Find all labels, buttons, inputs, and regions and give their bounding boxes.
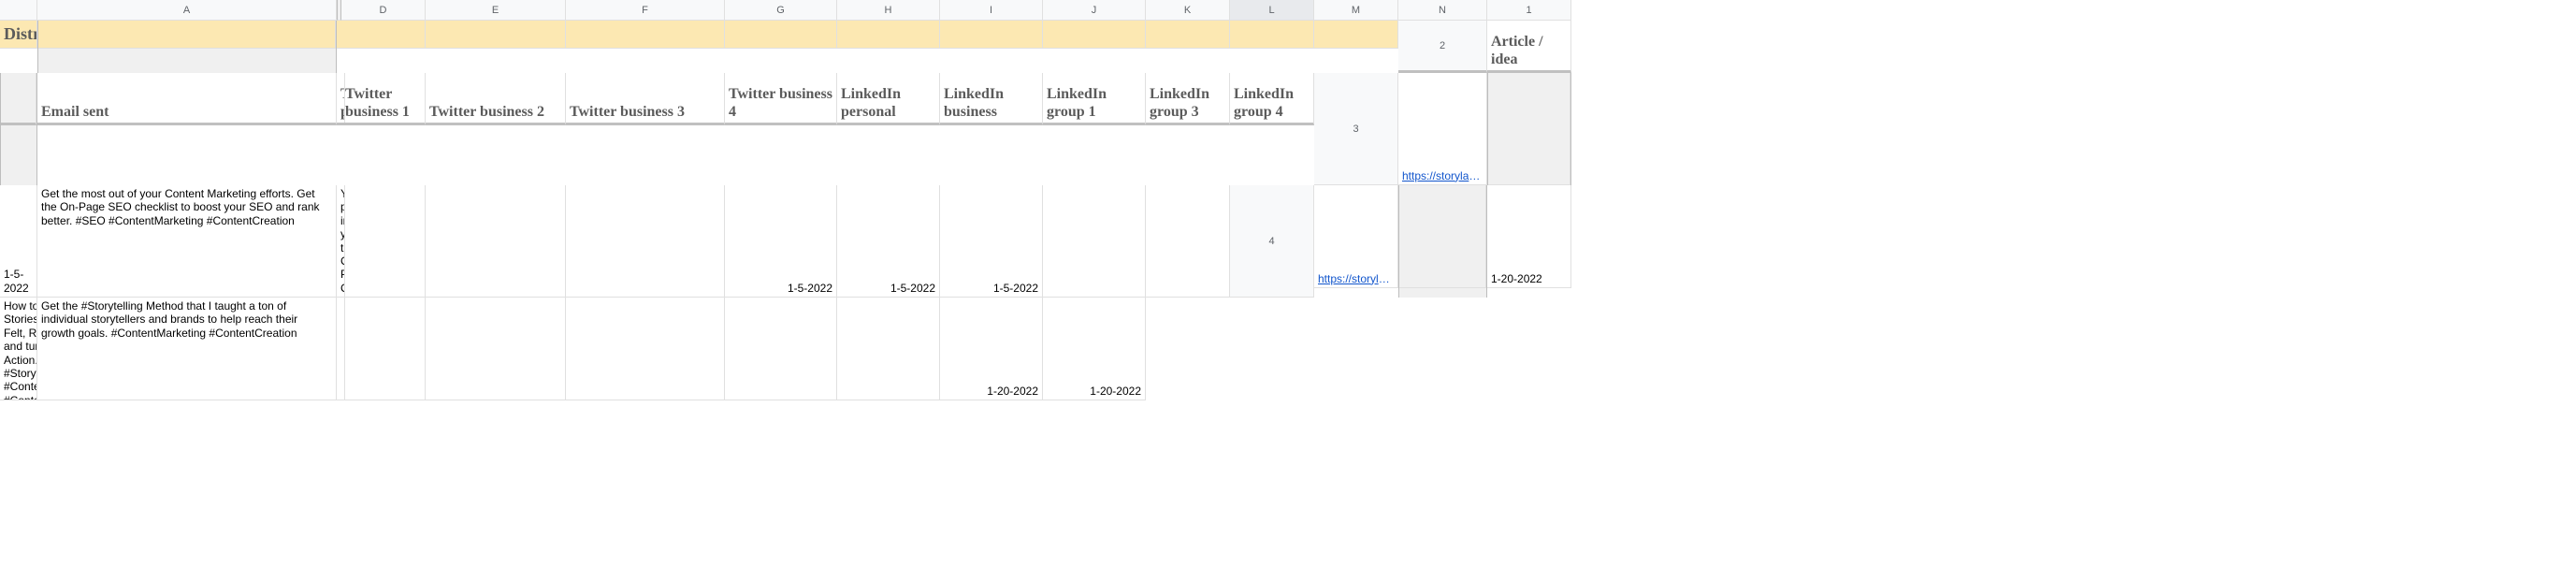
cell-F1[interactable] xyxy=(426,21,566,49)
col-header-M[interactable]: M xyxy=(1314,0,1398,21)
header-email-sent[interactable]: Email sent xyxy=(37,73,337,125)
cell-I1[interactable] xyxy=(837,21,940,49)
header-linkedin-g1[interactable]: LinkedIn group 1 xyxy=(1043,73,1146,125)
header-linkedin-g3[interactable]: LinkedIn group 3 xyxy=(1146,73,1230,125)
cell-K3[interactable]: 1-5-2022 xyxy=(837,185,940,298)
cell-D3[interactable]: 1-5-2022 xyxy=(0,185,37,298)
cell-F4[interactable]: Get the #Storytelling Method that I taug… xyxy=(37,298,337,400)
header-twitter-biz4[interactable]: Twitter business 4 xyxy=(725,73,837,125)
cell-D4[interactable]: 1-20-2022 xyxy=(1487,185,1571,288)
col-header-A[interactable]: A xyxy=(37,0,337,21)
row-header-2[interactable]: 2 xyxy=(1398,21,1487,73)
cell-N1[interactable] xyxy=(1314,21,1398,49)
col-header-E[interactable]: E xyxy=(426,0,566,21)
cell-M1[interactable] xyxy=(1230,21,1314,49)
cell-L3[interactable]: 1-5-2022 xyxy=(940,185,1043,298)
cell-I3[interactable] xyxy=(566,185,725,298)
cell-A3[interactable]: https://storylab.ai/on-page-seo-checklis… xyxy=(1398,73,1487,185)
cell-K1[interactable] xyxy=(1043,21,1146,49)
row-header-1[interactable]: 1 xyxy=(1487,0,1571,21)
header-twitter-biz3[interactable]: Twitter business 3 xyxy=(566,73,725,125)
header-article[interactable]: Article / idea xyxy=(1487,21,1571,73)
article-link[interactable]: https://storylab.ai/on-page-seo-checklis… xyxy=(1402,169,1483,182)
cell-gap-4 xyxy=(1399,185,1486,288)
cell-gap-3 xyxy=(1488,73,1570,185)
cell-I4[interactable] xyxy=(426,298,566,400)
cell-M3[interactable] xyxy=(1043,185,1146,298)
cell-J4[interactable] xyxy=(566,298,725,400)
col-header-D[interactable]: D xyxy=(341,0,426,21)
select-all-corner[interactable] xyxy=(0,0,37,21)
col-header-F[interactable]: F xyxy=(566,0,725,21)
row-header-3[interactable]: 3 xyxy=(1314,73,1398,185)
col-header-J[interactable]: J xyxy=(1043,0,1146,21)
title-cell[interactable]: Content Distribution Framework xyxy=(0,21,37,49)
cell-L4[interactable] xyxy=(837,298,940,400)
header-twitter-biz2[interactable]: Twitter business 2 xyxy=(426,73,566,125)
cell-G3[interactable] xyxy=(341,185,426,298)
cell-M4[interactable]: 1-20-2022 xyxy=(940,298,1043,400)
article-link[interactable]: https://storylab.ai/how-to-write-good-st… xyxy=(1318,272,1394,285)
cell-G1[interactable] xyxy=(566,21,725,49)
cell-N3[interactable] xyxy=(1146,185,1230,298)
header-linkedin-personal[interactable]: LinkedIn personal xyxy=(837,73,940,125)
cell-L1[interactable] xyxy=(1146,21,1230,49)
col-header-K[interactable]: K xyxy=(1146,0,1230,21)
col-header-N[interactable]: N xyxy=(1398,0,1487,21)
cell-N4[interactable]: 1-20-2022 xyxy=(1043,298,1146,400)
spreadsheet-grid: A D E F G H I J K L M N 1 Content Distri… xyxy=(0,0,2576,400)
cell-J3[interactable]: 1-5-2022 xyxy=(725,185,837,298)
row-header-4[interactable]: 4 xyxy=(1230,185,1314,298)
col-header-G[interactable]: G xyxy=(725,0,837,21)
cell-H4[interactable] xyxy=(341,298,426,400)
cell-H3[interactable] xyxy=(426,185,566,298)
header-linkedin-g4[interactable]: LinkedIn group 4 xyxy=(1230,73,1314,125)
col-header-H[interactable]: H xyxy=(837,0,940,21)
cell-J1[interactable] xyxy=(940,21,1043,49)
col-header-L[interactable]: L xyxy=(1230,0,1314,21)
cell-gap-2 xyxy=(1,73,36,125)
cell-gap-1 xyxy=(38,21,336,49)
cell-E3[interactable]: Get the most out of your Content Marketi… xyxy=(37,185,337,298)
header-twitter-biz1[interactable]: Twitter business 1 xyxy=(341,73,426,125)
cell-E4[interactable]: How to Write Stories that are Felt, Reme… xyxy=(0,298,37,400)
cell-A4[interactable]: https://storylab.ai/how-to-write-good-st… xyxy=(1314,185,1398,288)
cell-E1[interactable] xyxy=(341,21,426,49)
cell-K4[interactable] xyxy=(725,298,837,400)
header-linkedin-business[interactable]: LinkedIn business xyxy=(940,73,1043,125)
col-header-I[interactable]: I xyxy=(940,0,1043,21)
cell-H1[interactable] xyxy=(725,21,837,49)
